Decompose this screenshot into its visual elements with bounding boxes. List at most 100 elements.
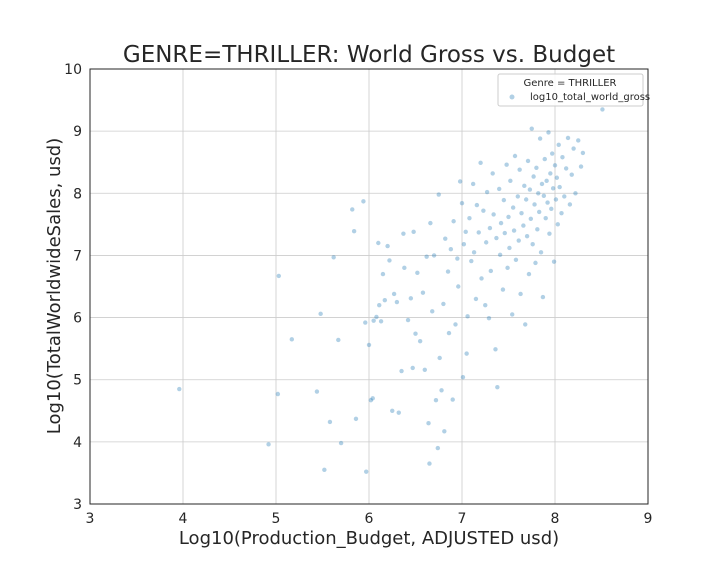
- data-point: [554, 175, 560, 180]
- data-point: [487, 225, 493, 231]
- data-point: [427, 461, 432, 466]
- data-point: [528, 216, 534, 221]
- data-point: [501, 197, 507, 203]
- data-point: [377, 302, 382, 308]
- data-point: [266, 442, 271, 447]
- data-point: [382, 297, 388, 303]
- data-point: [505, 265, 510, 271]
- legend-entry: log10_total_world_gross: [530, 92, 650, 103]
- data-point: [488, 268, 494, 274]
- data-point: [446, 330, 452, 336]
- data-point: [417, 338, 423, 344]
- data-point: [527, 187, 533, 192]
- data-point: [560, 155, 565, 160]
- data-point: [471, 250, 477, 255]
- data-point: [483, 302, 488, 308]
- data-point: [550, 151, 555, 156]
- data-point: [464, 351, 469, 356]
- data-point: [411, 229, 416, 235]
- data-point: [494, 235, 499, 241]
- data-point: [275, 391, 281, 397]
- data-point: [415, 270, 420, 276]
- x-tick-label: 7: [458, 511, 467, 527]
- data-point: [555, 222, 560, 227]
- data-point: [331, 255, 336, 260]
- data-point: [536, 191, 541, 196]
- data-point: [338, 440, 344, 446]
- data-point: [473, 296, 479, 302]
- data-point: [435, 445, 441, 451]
- data-point: [437, 355, 442, 361]
- x-axis-label: Log10(Production_Budget, ADJUSTED usd): [179, 528, 559, 549]
- data-point: [289, 337, 295, 342]
- x-tick-label: 8: [551, 511, 560, 527]
- data-point: [490, 171, 495, 176]
- x-tick-label: 6: [365, 511, 374, 527]
- x-tick-label: 9: [644, 511, 653, 527]
- data-point: [366, 342, 372, 348]
- data-point: [510, 205, 516, 210]
- data-point: [491, 212, 496, 217]
- y-tick-label: 7: [73, 248, 82, 264]
- data-point: [396, 410, 401, 415]
- y-tick-label: 3: [73, 497, 82, 513]
- y-tick-labels: 3 4 5 6 7 8 9 10: [64, 62, 82, 513]
- data-point: [474, 202, 480, 208]
- data-point: [378, 319, 384, 324]
- data-point: [370, 396, 375, 401]
- data-point: [410, 365, 415, 371]
- x-tick-label: 3: [86, 511, 95, 527]
- data-point: [578, 164, 584, 169]
- data-point: [519, 210, 524, 216]
- data-point: [571, 146, 576, 151]
- legend: Genre = THRILLER log10_total_world_gross: [497, 73, 650, 107]
- data-point: [408, 296, 414, 301]
- data-point: [351, 228, 357, 234]
- data-point: [551, 259, 557, 264]
- data-point: [504, 162, 509, 167]
- data-point: [374, 314, 379, 320]
- data-point: [535, 227, 540, 232]
- y-tick-label: 6: [73, 311, 82, 327]
- data-point: [478, 160, 483, 166]
- data-point: [534, 165, 539, 171]
- data-point: [387, 258, 392, 263]
- data-point: [497, 252, 503, 258]
- data-point: [450, 397, 455, 402]
- data-point: [507, 245, 512, 251]
- data-point: [448, 247, 454, 252]
- data-point: [436, 192, 441, 197]
- data-point: [465, 314, 470, 319]
- data-point: [539, 181, 545, 187]
- data-point: [565, 135, 571, 141]
- data-point: [318, 311, 323, 317]
- data-point: [385, 243, 390, 249]
- data-point: [530, 242, 535, 247]
- data-point: [576, 138, 581, 143]
- data-point: [467, 215, 472, 221]
- data-point: [563, 166, 569, 171]
- plot-frame: [89, 68, 649, 505]
- data-point: [353, 416, 359, 422]
- data-point: [391, 291, 397, 297]
- data-point: [523, 197, 529, 202]
- data-point: [567, 202, 573, 207]
- data-point: [401, 231, 406, 236]
- data-point: [431, 253, 437, 258]
- y-axis-label: Log10(TotalWorldwideSales, usd): [44, 138, 65, 435]
- data-point: [557, 184, 562, 190]
- data-point: [459, 201, 465, 206]
- data-point: [443, 236, 448, 241]
- data-point: [542, 156, 547, 162]
- data-point: [371, 318, 376, 323]
- data-point: [548, 171, 553, 176]
- data-point: [428, 220, 433, 226]
- data-point: [402, 265, 407, 271]
- data-point: [533, 260, 538, 266]
- data-point: [327, 419, 333, 425]
- legend-title: Genre = THRILLER: [524, 78, 617, 89]
- legend-marker: [509, 94, 515, 100]
- data-point: [522, 183, 527, 189]
- data-point: [441, 301, 446, 307]
